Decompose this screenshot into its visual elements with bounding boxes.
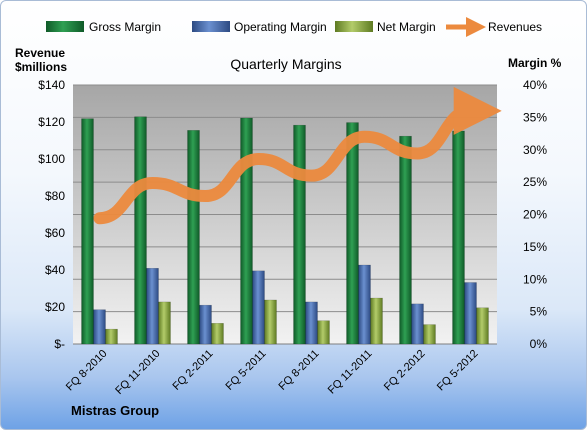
x-tick-label: FQ 2-2011 bbox=[171, 348, 216, 393]
left-axis: $- $20 $40 $60 $80 $100 $120 $140 bbox=[38, 78, 65, 351]
left-tick-label: $80 bbox=[45, 189, 65, 203]
legend-item-net-margin[interactable]: Net Margin bbox=[335, 20, 436, 34]
legend: Gross Margin Operating Margin Net Margin… bbox=[46, 17, 542, 37]
chart-title: Quarterly Margins bbox=[230, 56, 341, 72]
x-tick-label: FQ 11-2010 bbox=[113, 348, 162, 397]
right-tick-label: 30% bbox=[523, 143, 547, 157]
right-tick-label: 25% bbox=[523, 175, 547, 189]
x-axis: FQ 8-2010 FQ 11-2010 FQ 2-2011 FQ 5-2011 FQ … bbox=[64, 348, 481, 397]
operating-margin-bar bbox=[411, 303, 424, 345]
left-axis-title-line2: $millions bbox=[15, 60, 67, 74]
left-tick-label: $- bbox=[54, 337, 65, 351]
operating-margin-bar bbox=[252, 270, 265, 345]
operating-margin-bar bbox=[358, 264, 371, 345]
gross-margin-bar bbox=[240, 117, 253, 345]
right-axis-title: Margin % bbox=[508, 56, 562, 70]
net-margin-bar bbox=[264, 299, 277, 345]
left-tick-label: $120 bbox=[38, 115, 65, 129]
operating-margin-bar bbox=[93, 309, 106, 345]
right-tick-label: 0% bbox=[530, 337, 548, 351]
right-tick-label: 5% bbox=[530, 305, 548, 319]
legend-label-gross: Gross Margin bbox=[89, 20, 161, 34]
right-tick-label: 35% bbox=[523, 110, 547, 124]
net-margin-bar bbox=[317, 320, 330, 345]
operating-margin-bar bbox=[146, 267, 159, 345]
gross-margin-bar bbox=[81, 118, 94, 345]
legend-item-operating-margin[interactable]: Operating Margin bbox=[192, 20, 327, 34]
right-axis: 0% 5% 10% 15% 20% 25% 30% 35% 40% bbox=[523, 78, 547, 351]
revenue-line bbox=[93, 86, 502, 225]
legend-item-gross-margin[interactable]: Gross Margin bbox=[46, 20, 161, 34]
legend-label-revenues: Revenues bbox=[488, 20, 542, 34]
operating-margin-bar bbox=[305, 301, 318, 345]
gross-margin-bar bbox=[187, 130, 200, 345]
left-tick-label: $40 bbox=[45, 263, 65, 277]
legend-swatch-operating bbox=[192, 21, 230, 32]
left-tick-label: $20 bbox=[45, 300, 65, 314]
net-margin-bar bbox=[105, 328, 118, 345]
legend-item-revenues[interactable]: Revenues bbox=[446, 17, 542, 37]
left-axis-title-line1: Revenue bbox=[15, 46, 65, 60]
operating-margin-bar bbox=[464, 282, 477, 345]
gross-margin-bar bbox=[399, 135, 412, 345]
left-tick-label: $60 bbox=[45, 226, 65, 240]
operating-margin-bar bbox=[199, 304, 212, 345]
gross-margin-bar bbox=[452, 130, 465, 345]
x-tick-label: FQ 5-2011 bbox=[224, 348, 269, 393]
net-margin-bar bbox=[211, 323, 224, 345]
right-tick-label: 15% bbox=[523, 240, 547, 254]
revenue-line-path bbox=[93, 86, 502, 225]
net-margin-bar bbox=[158, 301, 171, 345]
legend-swatch-net bbox=[335, 21, 373, 32]
company-label: Mistras Group bbox=[71, 403, 159, 418]
right-tick-label: 40% bbox=[523, 78, 547, 92]
net-margin-bar bbox=[423, 324, 436, 345]
x-tick-label: FQ 2-2012 bbox=[382, 348, 428, 394]
gross-margin-bar bbox=[346, 122, 359, 345]
right-tick-label: 10% bbox=[523, 272, 547, 286]
x-tick-label: FQ 8-2011 bbox=[277, 348, 322, 393]
bars bbox=[81, 116, 489, 345]
gross-margin-bar bbox=[134, 116, 147, 345]
net-margin-bar bbox=[476, 307, 489, 345]
legend-label-operating: Operating Margin bbox=[234, 20, 327, 34]
left-tick-label: $140 bbox=[38, 78, 65, 92]
gross-margin-bar bbox=[293, 124, 306, 345]
right-tick-label: 20% bbox=[523, 208, 547, 222]
x-tick-label: FQ 11-2011 bbox=[326, 348, 375, 397]
legend-swatch-gross bbox=[46, 21, 84, 32]
x-tick-label: FQ 8-2010 bbox=[64, 348, 110, 394]
left-tick-label: $100 bbox=[38, 152, 65, 166]
x-tick-label: FQ 5-2012 bbox=[435, 348, 481, 394]
net-margin-bar bbox=[370, 297, 383, 345]
legend-label-net: Net Margin bbox=[377, 20, 436, 34]
